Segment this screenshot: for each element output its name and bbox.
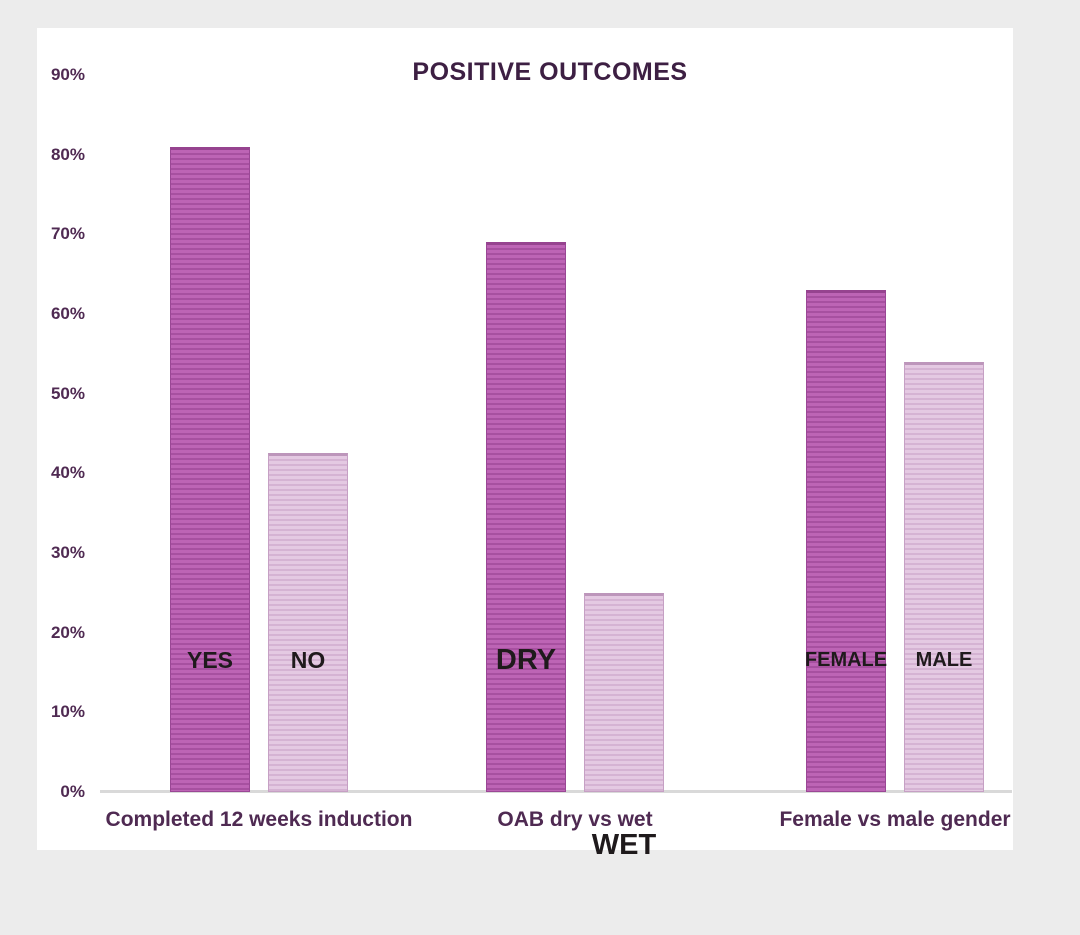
bar-female: FEMALE	[805, 290, 887, 792]
bar-wet: WET	[584, 592, 664, 860]
bar-label-no: NO	[290, 646, 326, 673]
y-axis-tick-80pct: 80%	[50, 144, 85, 164]
y-axis-tick-40pct: 40%	[50, 463, 85, 483]
category-label-0: Completed 12 weeks induction	[105, 808, 413, 831]
bar-label-female: FEMALE	[804, 648, 888, 671]
y-axis-tick-10pct: 10%	[50, 702, 85, 722]
bar-label-yes: YES	[186, 646, 234, 673]
y-axis-tick-60pct: 60%	[50, 303, 85, 323]
y-axis-tick-90pct: 90%	[50, 64, 85, 84]
y-axis-tick-30pct: 30%	[50, 542, 85, 562]
bar-yes: YES	[170, 146, 250, 792]
bar-no: NO	[268, 453, 348, 792]
bar-male: MALE	[904, 361, 984, 792]
y-axis-tick-0pct: 0%	[60, 782, 85, 801]
category-label-2: Female vs male gender	[779, 808, 1011, 831]
bar-label-male: MALE	[915, 648, 973, 671]
chart-title: POSITIVE OUTCOMES	[412, 58, 688, 86]
bar-label-dry: DRY	[495, 643, 557, 676]
category-label-1: OAB dry vs wet	[497, 808, 653, 831]
bar-label-wet: WET	[591, 829, 657, 862]
y-axis-tick-50pct: 50%	[50, 383, 85, 403]
bar-dry: DRY	[486, 242, 566, 792]
y-axis-tick-70pct: 70%	[50, 224, 85, 244]
y-axis-tick-20pct: 20%	[50, 622, 85, 642]
